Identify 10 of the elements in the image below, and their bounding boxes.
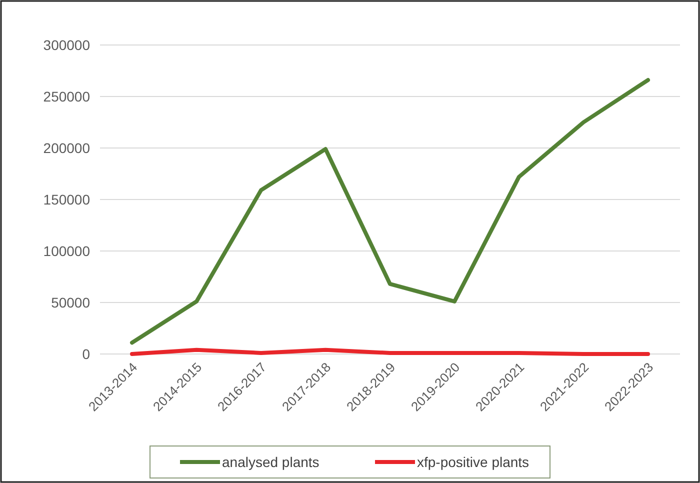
y-tick-label: 300000	[43, 36, 90, 53]
y-tick-label: 150000	[43, 191, 90, 208]
y-tick-label: 0	[82, 346, 90, 362]
line-series	[130, 78, 650, 345]
legend-label: analysed plants	[222, 454, 320, 470]
y-tick-label: 50000	[51, 294, 90, 310]
y-tick-label: 100000	[43, 242, 90, 259]
y-tick-label: 200000	[43, 140, 90, 156]
legend-label: xfp-positive plants	[417, 454, 530, 470]
y-tick-label: 250000	[43, 88, 90, 104]
